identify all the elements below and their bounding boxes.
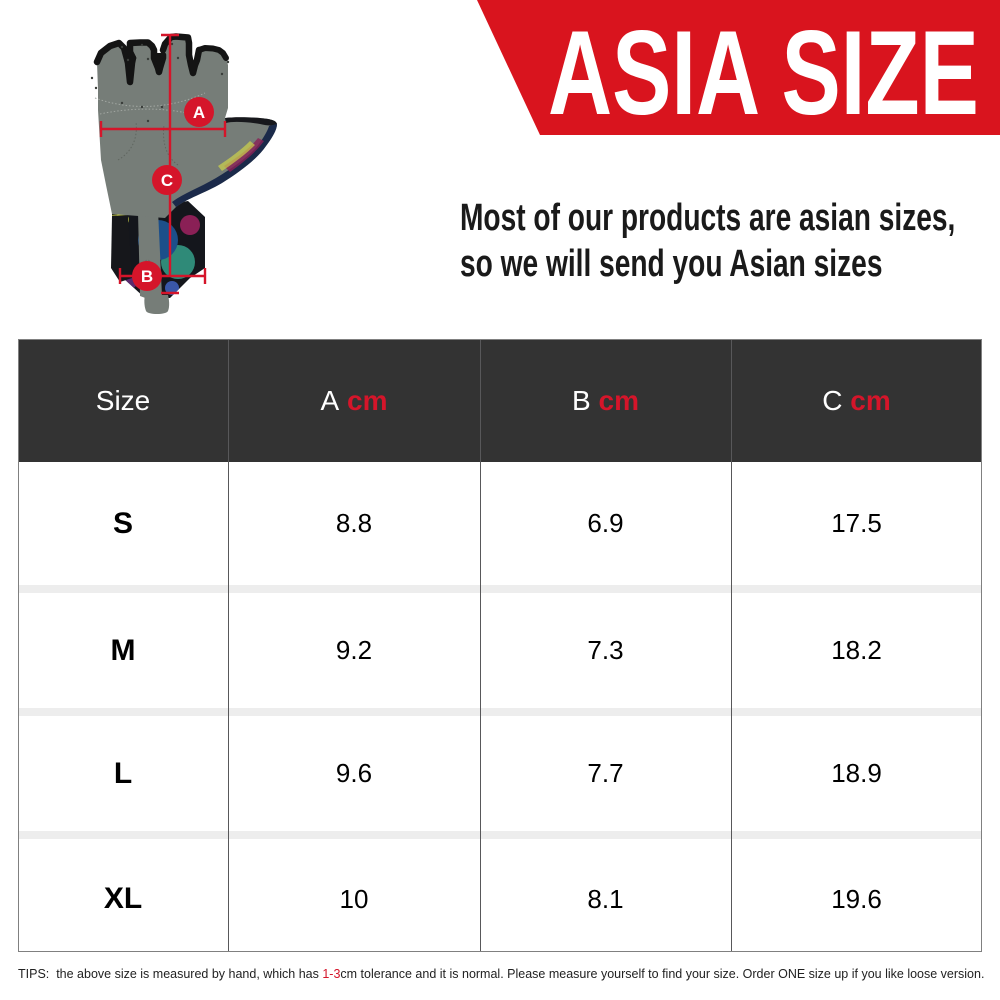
svg-text:C: C [161,171,173,190]
svg-text:B: B [141,267,153,286]
